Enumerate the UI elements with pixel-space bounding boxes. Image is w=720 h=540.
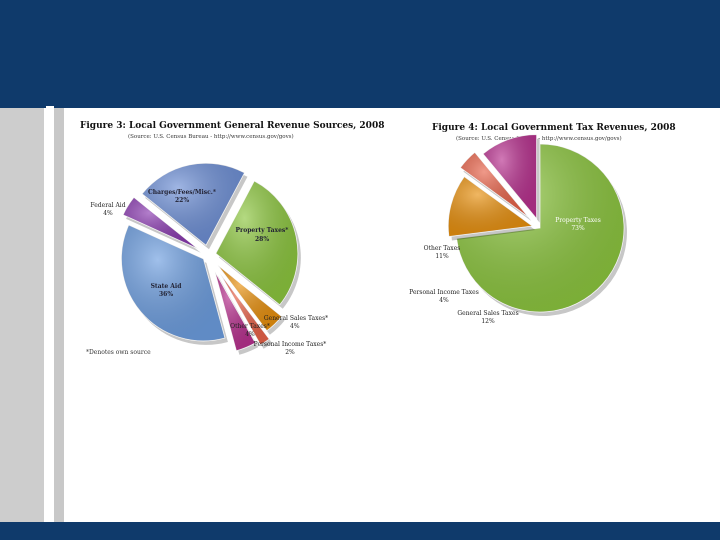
pct-personal-income-taxes-2: 4% bbox=[439, 297, 449, 304]
figure-4-slice-highlight-other-taxes bbox=[483, 134, 537, 219]
label-property-taxes: Property Taxes* bbox=[236, 227, 289, 234]
figure-3-subtitle: (Source: U.S. Census Bureau - http://www… bbox=[128, 133, 294, 140]
label-personal-income-taxes-2: Personal Income Taxes bbox=[409, 289, 479, 296]
pct-state-aid: 36% bbox=[159, 291, 173, 298]
figure-3-slice-highlight-general-sales-taxes bbox=[217, 265, 282, 331]
figure-3-slice-highlight-personal-income-taxes bbox=[220, 273, 270, 345]
sidebar-divider bbox=[46, 106, 54, 524]
pct-charges-fees-misc: 22% bbox=[175, 197, 189, 204]
figure-3-slice-highlight-charges-fees-misc bbox=[142, 163, 245, 246]
figure-3-slice-highlight-other-taxes bbox=[214, 271, 256, 351]
pct-personal-income-taxes: 2% bbox=[285, 349, 295, 356]
label-charges-fees-misc: Charges/Fees/Misc.* bbox=[148, 189, 216, 196]
pct-general-sales-taxes-2: 12% bbox=[481, 318, 495, 325]
figure-4: Figure 4: Local Government Tax Revenues,… bbox=[409, 123, 676, 325]
figure-4-pie bbox=[447, 134, 627, 316]
label-federal-aid: Federal Aid bbox=[90, 202, 125, 209]
figure-3: Figure 3: Local Government General Reven… bbox=[80, 121, 384, 356]
sidebar-inner-band bbox=[54, 108, 64, 522]
figure-4-slice-highlight-personal-income-taxes bbox=[460, 152, 529, 218]
pct-other-taxes: 4% bbox=[245, 331, 255, 338]
header-band bbox=[0, 0, 720, 108]
figure-3-slice-highlight-property-taxes bbox=[215, 180, 298, 305]
figure-4-slice-highlight-property-taxes bbox=[456, 144, 624, 312]
left-sidebar-band bbox=[0, 108, 44, 522]
label-other-taxes-2: Other Taxes bbox=[424, 245, 461, 252]
figure-3-pie bbox=[121, 162, 301, 355]
figure-4-slice-highlight-general-sales-taxes bbox=[448, 176, 533, 237]
pct-property-taxes: 28% bbox=[255, 236, 269, 243]
figure-3-title: Figure 3: Local Government General Reven… bbox=[80, 121, 384, 131]
figure-4-title: Figure 4: Local Government Tax Revenues,… bbox=[432, 123, 676, 133]
label-state-aid: State Aid bbox=[151, 283, 183, 290]
label-general-sales-taxes-2: General Sales Taxes bbox=[457, 310, 518, 317]
pct-other-taxes-2: 11% bbox=[435, 253, 449, 260]
figure-3-slice-highlight-federal-aid bbox=[123, 197, 198, 249]
figure-4-subtitle: (Source: U.S. Census Bureau - http://www… bbox=[456, 135, 622, 142]
figure-3-slice-highlight-state-aid bbox=[121, 225, 225, 341]
label-general-sales-taxes: General Sales Taxes* bbox=[264, 315, 328, 322]
label-personal-income-taxes: Personal Income Taxes* bbox=[254, 341, 327, 348]
figure-3-footnote: *Denotes own source bbox=[86, 349, 151, 356]
pct-federal-aid: 4% bbox=[103, 210, 113, 217]
pct-general-sales-taxes: 4% bbox=[290, 323, 300, 330]
pct-property-taxes-2: 73% bbox=[571, 225, 585, 232]
label-property-taxes-2: Property Taxes bbox=[555, 217, 601, 224]
footer-band bbox=[0, 522, 720, 540]
label-other-taxes: Other Taxes* bbox=[230, 323, 270, 330]
